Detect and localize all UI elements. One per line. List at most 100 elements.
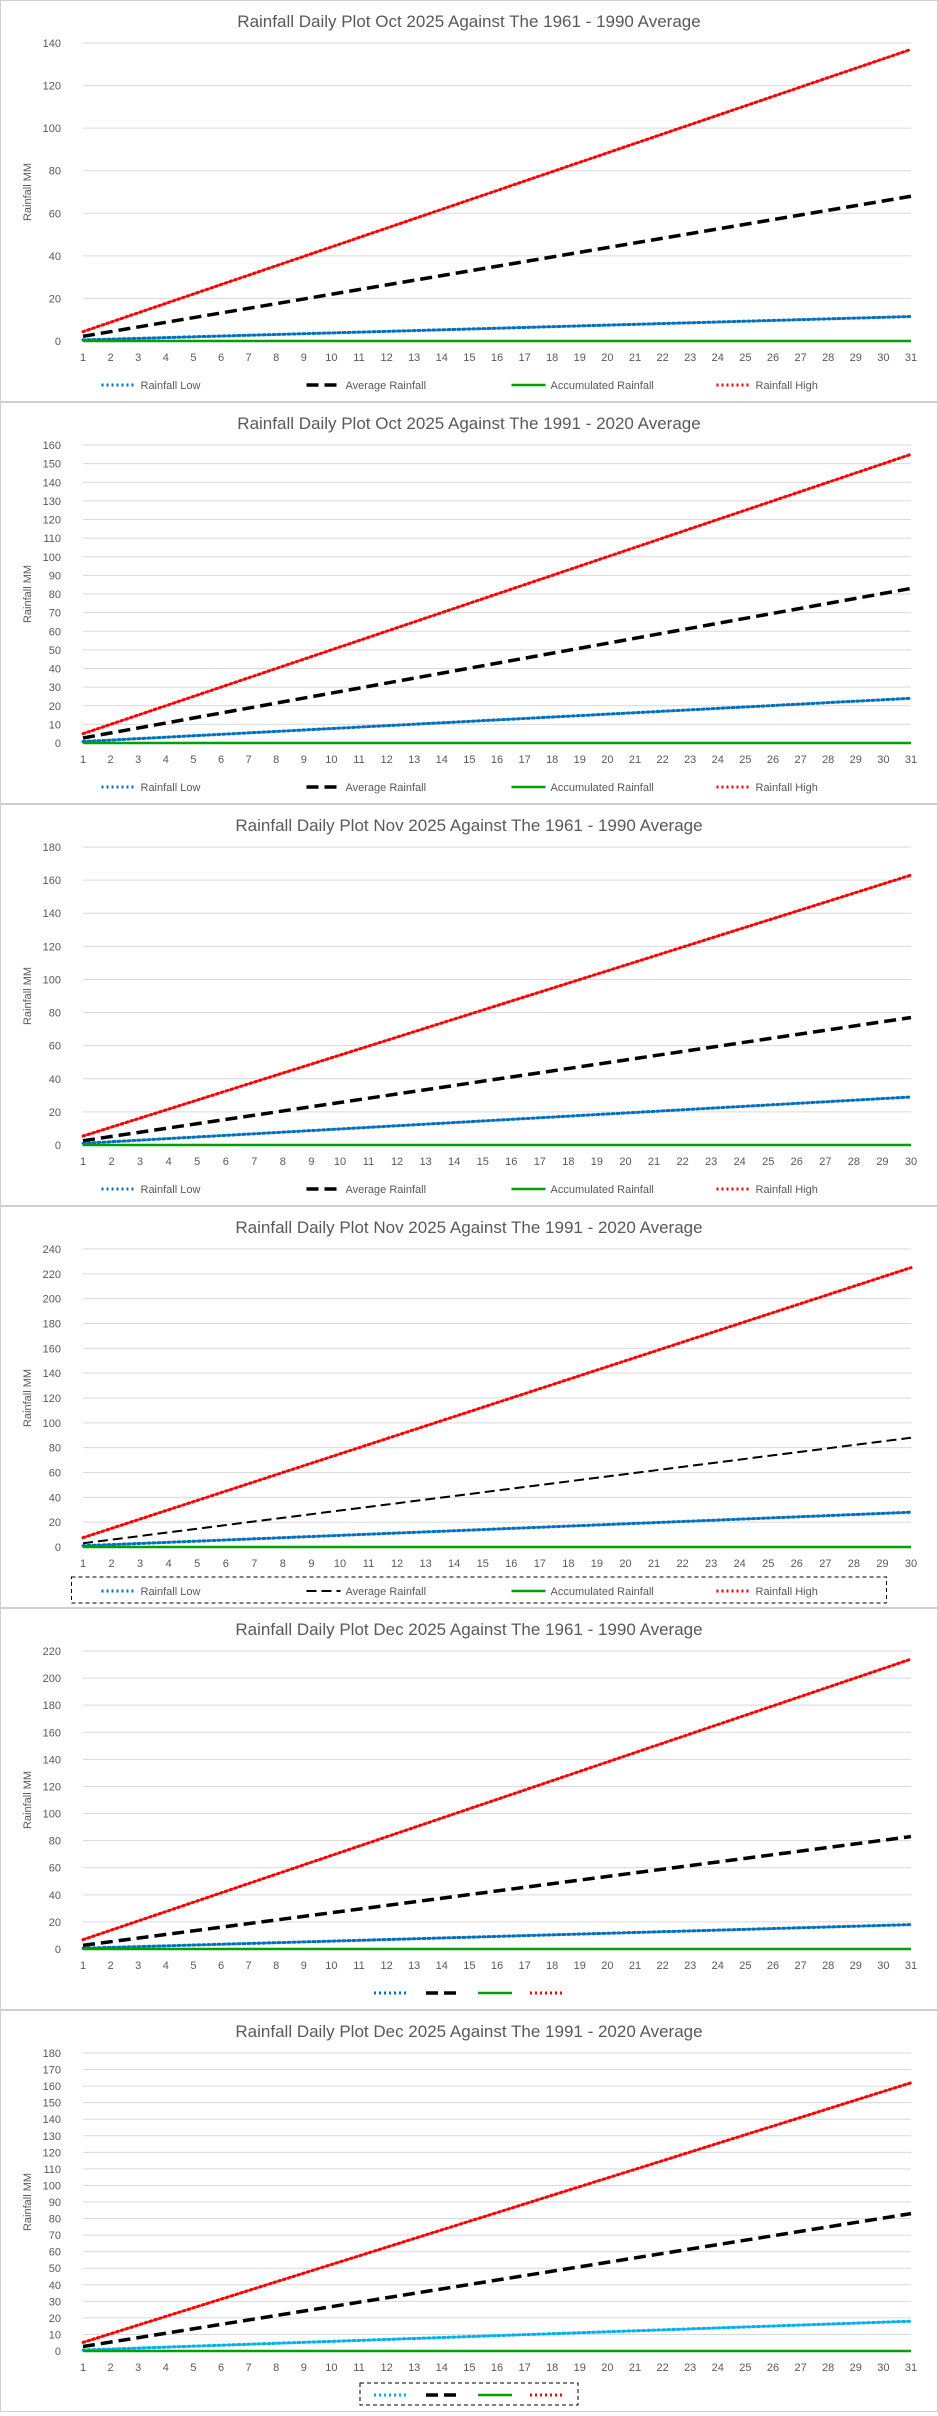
x-tick-label: 3 — [135, 352, 141, 364]
x-tick-label: 23 — [684, 1960, 696, 1972]
x-tick-label: 24 — [712, 352, 724, 364]
x-tick-label: 11 — [363, 1156, 374, 1168]
x-tick-label: 30 — [877, 754, 889, 766]
x-tick-label: 3 — [137, 1558, 143, 1570]
x-tick-label: 28 — [822, 1960, 834, 1972]
legend-label-1: Rainfall Low — [141, 1184, 201, 1196]
chart-svg: Rainfall Daily Plot Dec 2025 Against The… — [22, 1620, 917, 1995]
legend-label-1: Rainfall Low — [141, 380, 201, 392]
x-tick-label: 28 — [848, 1156, 860, 1168]
chart-title: Rainfall Daily Plot Oct 2025 Against The… — [237, 12, 700, 31]
x-tick-label: 25 — [739, 352, 751, 364]
y-tick-label: 180 — [43, 1700, 61, 1712]
series-line-2 — [82, 1436, 912, 1545]
y-tick-label: 120 — [43, 1781, 61, 1793]
x-tick-label: 24 — [734, 1156, 746, 1168]
x-tick-label: 1 — [80, 1960, 86, 1972]
x-tick-label: 4 — [163, 754, 169, 766]
x-tick-label: 2 — [108, 754, 114, 766]
chart-panel-3: Rainfall Daily Plot Nov 2025 Against The… — [0, 804, 938, 1206]
x-tick-label: 17 — [518, 2362, 530, 2374]
y-tick-label: 80 — [49, 1443, 61, 1455]
chart-panel-6: Rainfall Daily Plot Dec 2025 Against The… — [0, 2010, 938, 2412]
chart-panel-2: Rainfall Daily Plot Oct 2025 Against The… — [0, 402, 938, 804]
y-tick-label: 90 — [49, 570, 61, 582]
x-tick-label: 10 — [334, 1558, 346, 1570]
legend-label-4: Rainfall High — [756, 1184, 818, 1196]
x-tick-label: 17 — [518, 754, 530, 766]
legend-label-4: Rainfall High — [756, 782, 818, 794]
y-tick-label: 110 — [43, 533, 61, 545]
legend-label-4: Rainfall High — [756, 380, 818, 392]
x-tick-label: 22 — [656, 1960, 668, 1972]
x-tick-label: 30 — [877, 2362, 889, 2374]
x-tick-label: 16 — [491, 754, 503, 766]
x-tick-label: 9 — [301, 754, 307, 766]
x-tick-label: 18 — [546, 1960, 558, 1972]
x-tick-label: 4 — [166, 1156, 172, 1168]
x-tick-label: 2 — [108, 1558, 114, 1570]
y-tick-label: 160 — [43, 875, 61, 887]
x-tick-label: 26 — [767, 754, 779, 766]
x-tick-label: 12 — [380, 1960, 392, 1972]
x-tick-label: 22 — [676, 1558, 688, 1570]
series-line-4 — [81, 47, 913, 334]
x-tick-label: 3 — [135, 1960, 141, 1972]
x-tick-label: 17 — [518, 1960, 530, 1972]
y-tick-label: 70 — [49, 608, 61, 620]
legend-label-3: Accumulated Rainfall — [551, 380, 654, 392]
x-tick-label: 9 — [301, 352, 307, 364]
x-tick-label: 5 — [190, 1960, 196, 1972]
x-tick-label: 2 — [108, 1156, 114, 1168]
y-tick-label: 200 — [43, 1294, 61, 1306]
x-tick-label: 1 — [80, 1558, 86, 1570]
x-tick-label: 20 — [601, 754, 613, 766]
x-tick-label: 20 — [601, 1960, 613, 1972]
x-tick-label: 30 — [905, 1156, 917, 1168]
series-line-4 — [81, 1266, 913, 1540]
chart-svg: Rainfall Daily Plot Oct 2025 Against The… — [22, 414, 917, 794]
y-tick-label: 150 — [43, 2098, 61, 2110]
x-tick-label: 13 — [419, 1558, 431, 1570]
x-tick-label: 6 — [218, 2362, 224, 2374]
x-tick-label: 4 — [163, 1960, 169, 1972]
x-tick-label: 9 — [308, 1558, 314, 1570]
series-line-1 — [81, 1923, 913, 1950]
y-tick-label: 20 — [49, 2313, 61, 2325]
x-tick-label: 5 — [194, 1156, 200, 1168]
chart-title: Rainfall Daily Plot Nov 2025 Against The… — [235, 1218, 702, 1237]
y-tick-label: 100 — [43, 1418, 61, 1430]
x-tick-label: 26 — [767, 2362, 779, 2374]
x-tick-label: 16 — [491, 2362, 503, 2374]
x-tick-label: 26 — [791, 1558, 803, 1570]
x-tick-label: 12 — [380, 2362, 392, 2374]
x-tick-label: 5 — [194, 1558, 200, 1570]
x-tick-label: 19 — [574, 2362, 586, 2374]
y-tick-label: 110 — [43, 2164, 61, 2176]
x-tick-label: 21 — [629, 2362, 641, 2374]
y-tick-label: 70 — [49, 2230, 61, 2242]
x-tick-label: 17 — [518, 352, 530, 364]
legend-label-3: Accumulated Rainfall — [551, 1184, 654, 1196]
x-tick-label: 21 — [648, 1156, 660, 1168]
y-tick-label: 30 — [49, 682, 61, 694]
x-tick-label: 19 — [591, 1156, 603, 1168]
series-line-4 — [81, 2081, 913, 2344]
x-tick-label: 30 — [877, 1960, 889, 1972]
x-tick-label: 15 — [463, 2362, 475, 2374]
x-tick-label: 8 — [273, 2362, 279, 2374]
y-tick-label: 80 — [49, 1008, 61, 1020]
chart-svg: Rainfall Daily Plot Nov 2025 Against The… — [22, 1218, 917, 1604]
x-tick-label: 2 — [108, 352, 114, 364]
y-axis-label: Rainfall MM — [22, 967, 34, 1025]
chart-title: Rainfall Daily Plot Dec 2025 Against The… — [235, 2022, 702, 2041]
y-tick-label: 140 — [43, 1754, 61, 1766]
x-tick-label: 31 — [905, 1960, 917, 1972]
x-tick-label: 28 — [848, 1558, 860, 1570]
x-tick-label: 21 — [629, 754, 641, 766]
y-tick-label: 120 — [43, 1393, 61, 1405]
y-tick-label: 80 — [49, 166, 61, 178]
y-tick-label: 0 — [55, 336, 61, 348]
x-tick-label: 21 — [629, 352, 641, 364]
chart-svg: Rainfall Daily Plot Oct 2025 Against The… — [22, 12, 917, 392]
